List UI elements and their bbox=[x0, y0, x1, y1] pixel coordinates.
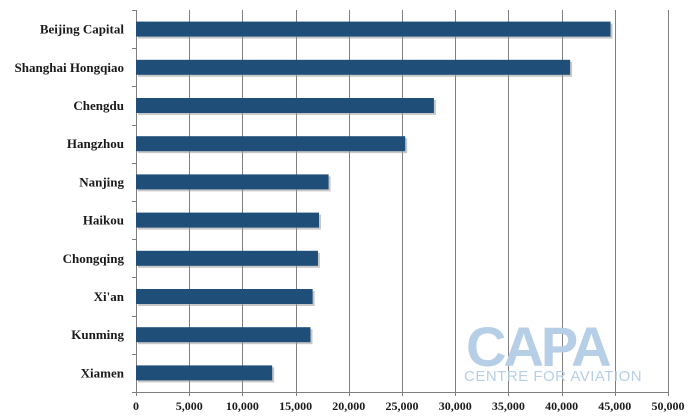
bar bbox=[136, 98, 434, 113]
category-label: Haikou bbox=[83, 213, 124, 228]
category-label: Chengdu bbox=[73, 98, 124, 113]
x-tick-label: 0 bbox=[133, 399, 139, 413]
bar bbox=[136, 136, 406, 152]
bar bbox=[136, 174, 329, 190]
category-label: Nanjing bbox=[79, 174, 124, 189]
bar bbox=[136, 21, 611, 37]
x-tick-label: 25,000 bbox=[386, 399, 419, 413]
category-label: Kunming bbox=[71, 327, 124, 342]
bar bbox=[136, 250, 318, 266]
x-tick-label: 30,000 bbox=[439, 399, 472, 413]
bar bbox=[136, 327, 311, 343]
x-tick-label: 10,000 bbox=[226, 399, 259, 413]
x-tick-label: 35,000 bbox=[492, 399, 525, 413]
x-tick-label: 20,000 bbox=[332, 399, 365, 413]
x-tick-label: 5,000 bbox=[176, 399, 203, 413]
bar bbox=[136, 212, 320, 228]
category-label: Hangzhou bbox=[67, 136, 124, 151]
bar bbox=[136, 365, 273, 381]
category-label: Chongqing bbox=[63, 251, 125, 266]
x-tick-label: 40,000 bbox=[545, 399, 578, 413]
x-tick-label: 15,000 bbox=[279, 399, 312, 413]
category-label: Shanghai Hongqiao bbox=[15, 60, 124, 75]
category-label: Xiamen bbox=[81, 365, 125, 380]
bar bbox=[136, 59, 571, 75]
x-tick-label: 45,000 bbox=[598, 399, 631, 413]
category-label: Xi'an bbox=[94, 289, 125, 304]
bar bbox=[136, 289, 313, 304]
x-tick-label: 50,000 bbox=[652, 399, 685, 413]
category-label: Beijing Capital bbox=[40, 22, 125, 37]
